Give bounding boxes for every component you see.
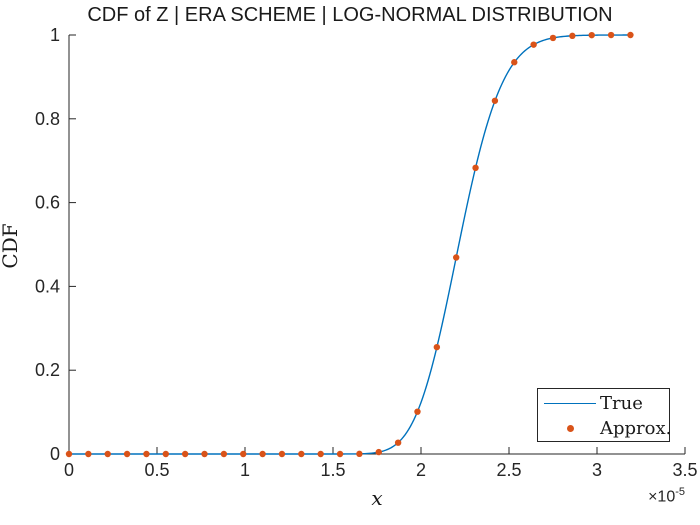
series-approx-point [549,34,557,42]
y-tick-label: 0 [50,444,60,464]
x-tick-label: 1.5 [320,460,345,480]
series-approx-point [259,450,266,458]
series-approx-point [181,450,189,458]
multiplier-exponent: -5 [675,486,685,498]
series-approx-point [85,450,92,458]
y-tick-label: 1 [50,25,60,45]
x-tick-label: 0 [64,460,74,480]
series-approx-point [433,343,441,351]
series-approx-point [220,450,228,458]
legend-label-approx: Approx. [600,418,672,439]
series-approx-point [588,31,595,39]
x-tick-label: 0.5 [144,460,169,480]
y-tick-label: 0.8 [35,109,60,129]
x-tick-label: 1 [240,460,250,480]
series-approx-point [356,450,363,458]
multiplier-base: ×10 [648,488,676,506]
y-tick-label: 0.4 [35,276,60,296]
y-tick-label: 0.2 [35,360,60,380]
series-approx-point [607,31,615,39]
series-approx-point [278,450,286,458]
series-approx-point [123,450,131,458]
series-approx-point [453,254,460,261]
series-approx-point [394,439,402,446]
series-approx-point [511,59,518,66]
series-approx-point [201,450,208,458]
legend: True Approx. [537,388,672,442]
series-approx-point [65,450,73,458]
legend-dot-icon [567,425,574,432]
x-tick-label: 2 [416,460,426,480]
legend-label-true: True [600,393,643,414]
x-axis-label: x [371,486,383,510]
x-axis-multiplier: ×10-5 [648,486,685,506]
x-tick-label: 3.5 [672,460,697,480]
series-approx-point [317,450,324,458]
series-approx-point [569,32,576,40]
legend-entry-approx: Approx. [538,416,672,441]
chart-title: CDF of Z | ERA SCHEME | LOG-NORMAL DISTR… [87,4,613,26]
x-tick-label: 3 [592,460,602,480]
legend-entry-true: True [538,391,669,416]
x-tick-label: 2.5 [496,460,521,480]
legend-line-icon [544,403,596,404]
series-approx-point [530,41,537,48]
series-approx-point [375,448,382,456]
legend-dot-sample [544,416,596,441]
series-approx-point [491,97,499,104]
legend-line-sample [544,391,596,416]
series-approx-point [472,164,479,172]
series-approx-point [627,31,634,39]
series-approx-point [162,450,169,458]
y-tick-label: 0.6 [35,193,60,213]
series-approx-point [414,408,421,415]
series-approx-point [143,450,150,458]
series-approx-point [240,450,247,458]
series-approx-point [298,450,305,458]
series-approx-point [104,450,111,458]
series-approx-point [336,450,344,458]
